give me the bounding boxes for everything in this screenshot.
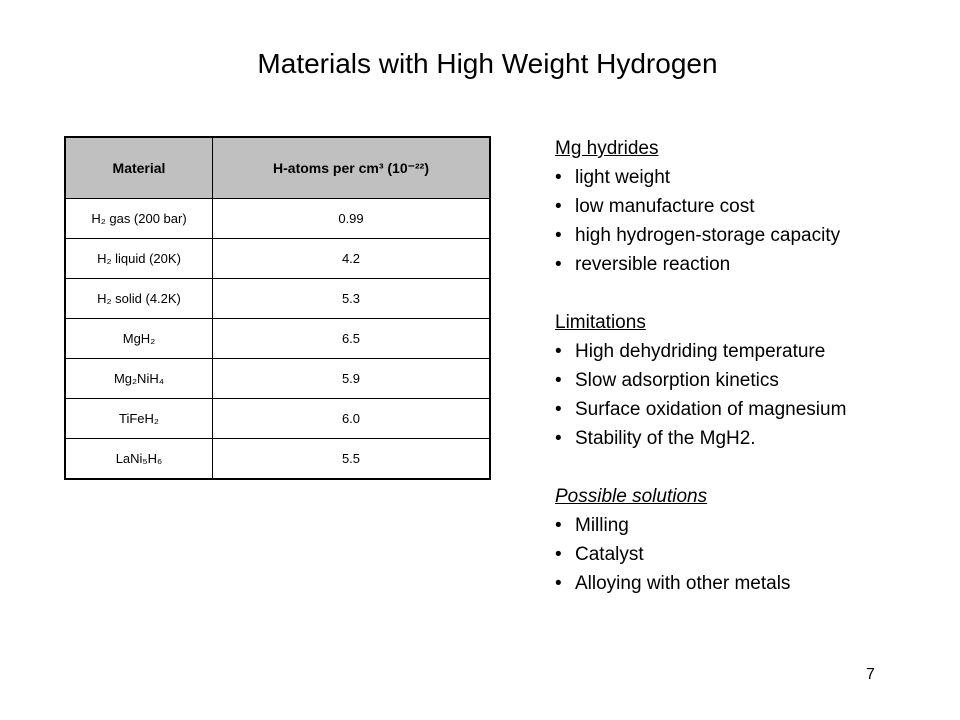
- table-row: LaNi₅H₆ 5.5: [64, 438, 491, 480]
- bullet-item: Slow adsorption kinetics: [555, 366, 846, 395]
- table-cell: 6.0: [212, 398, 491, 439]
- note-group: Mg hydrides light weightlow manufacture c…: [555, 134, 846, 279]
- data-table: Material H-atoms per cm³ (10⁻²²) H₂ gas (2…: [64, 136, 491, 480]
- bullet-item: Surface oxidation of magnesium: [555, 395, 846, 424]
- bullet-item: Catalyst: [555, 540, 846, 569]
- slide-title: Materials with High Weight Hydrogen: [257, 48, 718, 79]
- table-cell: LaNi₅H₆: [64, 438, 213, 480]
- note-heading: Mg hydrides: [555, 138, 659, 159]
- table-cell: 5.3: [212, 278, 491, 319]
- table-cell: 0.99: [212, 198, 491, 239]
- header-cell: H-atoms per cm³ (10⁻²²): [212, 136, 491, 199]
- bullet-item: Stability of the MgH2.: [555, 424, 846, 453]
- bullet-list: MillingCatalystAlloying with other metal…: [555, 511, 846, 598]
- bullet-list: light weightlow manufacture costhigh hyd…: [555, 163, 846, 279]
- table-row: H₂ solid (4.2K) 5.3: [64, 278, 491, 319]
- table-cell: MgH₂: [64, 318, 213, 359]
- table-cell: TiFeH₂: [64, 398, 213, 439]
- page-number: 7: [866, 666, 875, 683]
- note-group: LimitationsHigh dehydriding temperatureS…: [555, 308, 846, 453]
- bullet-item: High dehydriding temperature: [555, 337, 846, 366]
- bullet-list: High dehydriding temperatureSlow adsorpt…: [555, 337, 846, 453]
- bullet-item: reversible reaction: [555, 250, 846, 279]
- table-row: TiFeH₂ 6.0: [64, 398, 491, 439]
- header-row: Material H-atoms per cm³ (10⁻²²): [64, 136, 491, 199]
- table-cell: 4.2: [212, 238, 491, 279]
- bullet-item: Alloying with other metals: [555, 569, 846, 598]
- table-row: H₂ liquid (20K) 4.2: [64, 238, 491, 279]
- table-row: Mg₂NiH₄ 5.9: [64, 358, 491, 399]
- table-row: MgH₂ 6.5: [64, 318, 491, 359]
- table-cell: H₂ gas (200 bar): [64, 198, 213, 239]
- table-row: H₂ gas (200 bar) 0.99: [64, 198, 491, 239]
- bullet-item: high hydrogen-storage capacity: [555, 221, 846, 250]
- note-group: Possible solutions MillingCatalystAlloyin…: [555, 482, 846, 598]
- note-heading: Limitations: [555, 312, 646, 333]
- table-cell: H₂ liquid (20K): [64, 238, 213, 279]
- bullet-item: light weight: [555, 163, 846, 192]
- notes: Mg hydrides light weightlow manufacture c…: [555, 134, 846, 627]
- bullet-item: Milling: [555, 511, 846, 540]
- table-cell: 5.9: [212, 358, 491, 399]
- note-heading: Possible solutions: [555, 486, 708, 507]
- table-cell: H₂ solid (4.2K): [64, 278, 213, 319]
- table-cell: 6.5: [212, 318, 491, 359]
- header-cell: Material: [64, 136, 213, 199]
- table-cell: Mg₂NiH₄: [64, 358, 213, 399]
- table-cell: 5.5: [212, 438, 491, 480]
- bullet-item: low manufacture cost: [555, 192, 846, 221]
